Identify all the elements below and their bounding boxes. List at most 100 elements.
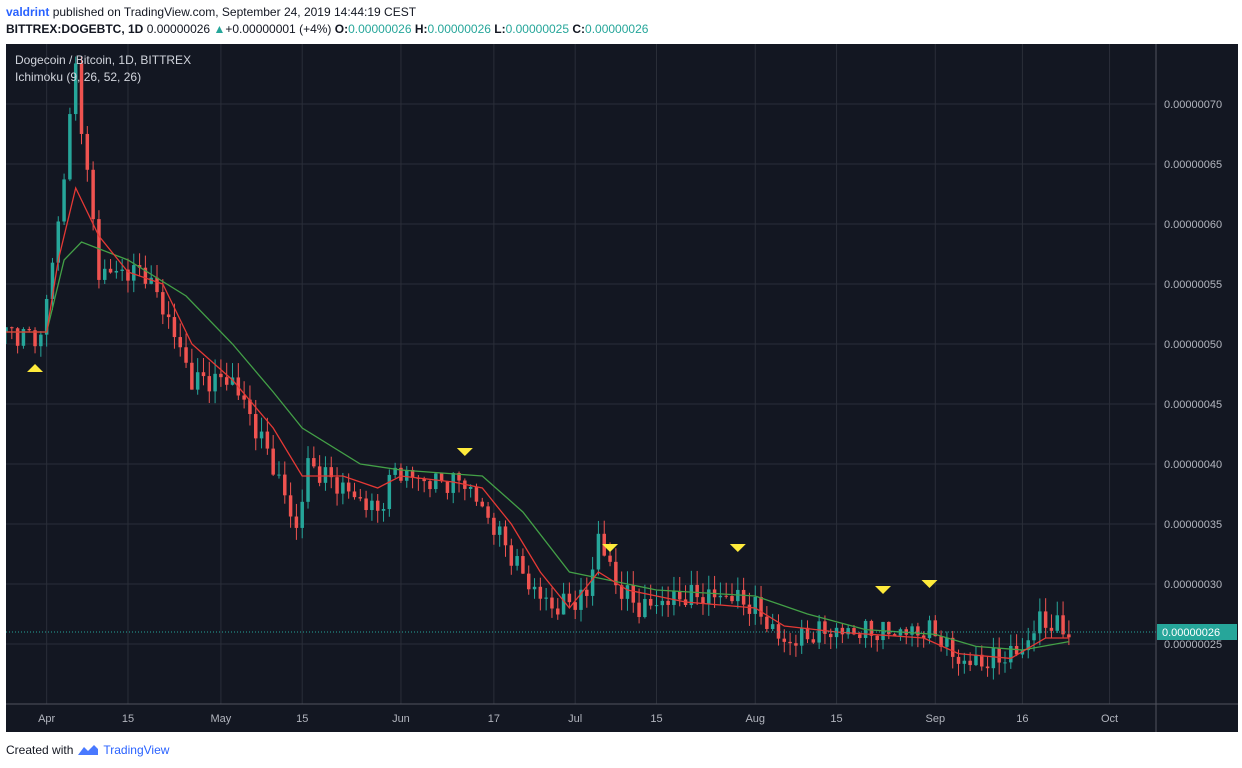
y-tick-label: 0.00000070 (1164, 99, 1222, 111)
candle (85, 126, 90, 182)
candle (811, 632, 816, 645)
price-chart[interactable]: Apr 15 May 15 Jun 17 Jul 15 Aug 15 Sep 16 Oct 0.00000… (6, 44, 1238, 732)
candle-body (869, 620, 874, 636)
candle-body (492, 517, 496, 535)
candle-body (887, 621, 891, 635)
candle (1014, 634, 1019, 657)
candle-body (230, 377, 235, 385)
candle (759, 585, 763, 625)
candle-body (718, 595, 723, 598)
candle (1049, 614, 1054, 638)
candle-body (643, 598, 647, 618)
candle-body (248, 399, 252, 415)
candle (79, 55, 84, 145)
candle-body (68, 114, 72, 180)
candle (457, 471, 461, 493)
x-tick-label: Jun (392, 713, 410, 725)
high-label: H: (414, 22, 428, 36)
candle (306, 446, 310, 509)
candle (672, 576, 676, 616)
candle-body (695, 584, 699, 598)
candle (242, 381, 246, 409)
candle (375, 494, 380, 523)
candle (619, 571, 624, 611)
candle-body (399, 467, 403, 481)
candle-body (956, 656, 961, 664)
candle (1026, 627, 1030, 659)
candle (747, 592, 752, 626)
candle-body (823, 621, 827, 634)
candle (579, 577, 583, 622)
candle-body (44, 298, 49, 335)
candle-body (381, 509, 386, 511)
candle (190, 348, 194, 390)
open-label: O: (334, 22, 349, 36)
candle-body (707, 589, 711, 604)
change-arrow-icon: ▲ (213, 22, 226, 36)
candle (497, 520, 502, 547)
x-tick-label: May (211, 713, 232, 725)
candle-body (666, 600, 670, 605)
candle-body (497, 526, 502, 535)
candle (968, 652, 972, 672)
candle (1009, 634, 1013, 669)
candle (596, 520, 601, 576)
low-label: L: (494, 22, 506, 36)
candle (451, 472, 455, 504)
candle (927, 615, 932, 644)
candle-body (271, 448, 275, 475)
candle-body (439, 473, 444, 482)
y-tick-label: 0.00000055 (1164, 279, 1222, 291)
candle-body (155, 277, 159, 293)
candle (1055, 601, 1060, 634)
x-tick-label: Jul (568, 713, 582, 725)
candle-body (33, 330, 37, 347)
candle-body (730, 596, 734, 602)
candle-body (829, 633, 833, 638)
x-tick-label: 15 (830, 713, 842, 725)
tradingview-brand-link[interactable]: TradingView (103, 743, 170, 757)
candle-body (6, 327, 8, 332)
candle (132, 253, 136, 293)
candle-body (556, 608, 560, 615)
candle (166, 301, 171, 329)
last-price-label: 0.00000026 (1162, 627, 1220, 639)
candle-body (596, 533, 601, 570)
candle-body (672, 591, 676, 605)
candle-body (85, 133, 90, 170)
chart-background (6, 44, 1238, 732)
candle (114, 260, 119, 279)
candle-body (91, 169, 95, 220)
candle-body (776, 624, 781, 639)
candle (294, 503, 299, 540)
candle-body (352, 491, 357, 498)
candle-body (521, 556, 525, 574)
y-tick-label: 0.00000030 (1164, 579, 1222, 591)
candle (823, 615, 827, 645)
candle (381, 502, 386, 522)
candle-body (945, 637, 949, 647)
candle-body (393, 467, 397, 475)
candle-body (770, 624, 775, 629)
x-tick-label: 15 (296, 713, 308, 725)
author-name[interactable]: valdrint (6, 5, 50, 19)
candle (875, 635, 879, 652)
candle-body (637, 602, 641, 618)
candle-body (120, 269, 124, 271)
candle-body (544, 597, 548, 599)
candle-body (991, 648, 996, 669)
candle-body (10, 327, 14, 329)
candle (1061, 601, 1065, 638)
candle (985, 656, 990, 677)
candle-body (631, 585, 636, 603)
candle (637, 588, 641, 624)
candle-body (921, 635, 926, 639)
candle-body (323, 467, 328, 483)
candle (550, 587, 554, 618)
candle-body (259, 431, 264, 439)
candle-body (79, 63, 84, 134)
candle-body (358, 497, 363, 499)
candle (631, 571, 636, 613)
candle (358, 488, 363, 502)
candle-body (811, 639, 816, 643)
